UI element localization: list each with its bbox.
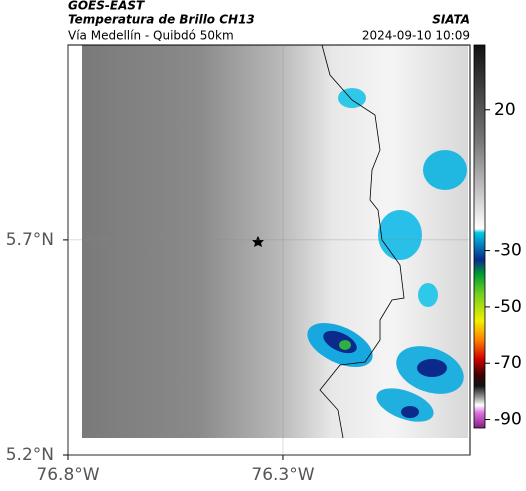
agency: SIATA [432,13,470,27]
x-tick-label: 76.8°W [36,465,99,485]
axes: 76.8°W 76.3°W 5.2°N 5.7°N 20 -30 -50 -70 -90 [6,45,522,485]
product: Temperatura de Brillo CH13 [68,13,255,27]
imagery [82,44,468,439]
y-tick-label: 5.7°N [6,230,54,250]
colorbar-tick-label: 20 [494,100,516,120]
colorbar-tick-label: -50 [494,297,522,317]
y-tick-label: 5.2°N [6,445,54,465]
colorbar-tick-label: -70 [494,353,522,373]
colorbar [473,44,486,429]
colorbar-tick-label: -30 [494,241,522,261]
source: GOES-EAST [68,0,145,13]
timestamp: 2024-09-10 10:09 [362,29,470,43]
region: Vía Medellín - Quibdó 50km [68,29,234,43]
x-tick-label: 76.3°W [251,465,314,485]
colorbar-tick-label: -90 [494,410,522,430]
